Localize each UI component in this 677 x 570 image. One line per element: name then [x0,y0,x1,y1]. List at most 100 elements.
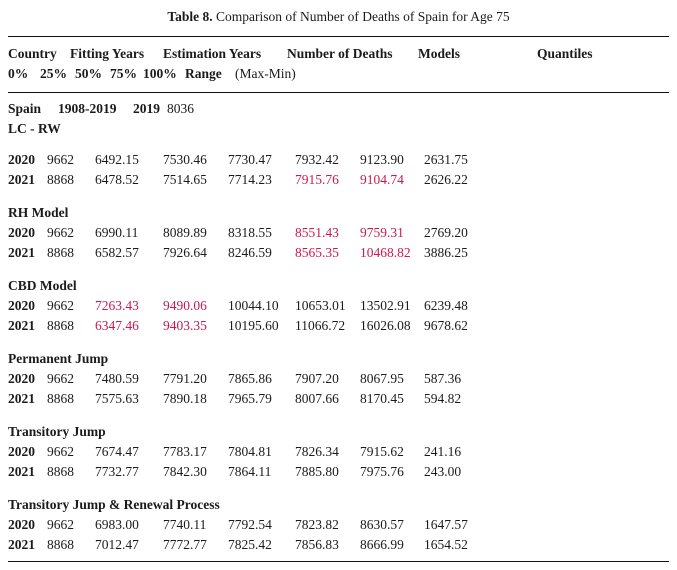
cell-quantile-75: 11066.72 [295,318,346,333]
cell-quantile-100: 8630.57 [360,517,404,532]
cell-quantile-25: 7926.64 [163,245,207,260]
cell-quantile-75: 8565.35 [295,245,339,260]
cell-country: Spain [8,101,42,116]
cell-quantile-50: 7804.81 [228,444,272,459]
cell-quantile-75: 7856.83 [295,537,339,552]
model-heading: LC - RW [8,121,61,136]
cell-quantile-75: 8007.66 [295,391,339,406]
cell-quantile-25: 7530.46 [163,152,207,167]
cell-quantile-100: 8170.45 [360,391,404,406]
cell-quantile-100: 9123.90 [360,152,404,167]
cell-quantile-25: 7842.30 [163,464,207,479]
cell-quantile-100: 9759.31 [360,225,404,240]
cell-quantile-25: 7783.17 [163,444,207,459]
cell-deaths: 9662 [47,517,74,532]
table-header: Country Fitting Years Estimation Years N… [8,37,669,92]
cell-deaths: 9662 [47,444,74,459]
header-row-2: 0% 25% 50% 75% 100% Range (Max-Min) [8,64,669,84]
cell-quantile-25: 9403.35 [163,318,207,333]
cell-quantile-100: 7915.62 [360,444,404,459]
col-header-quantile-100: 100% [143,66,177,81]
cell-quantile-25: 7740.11 [163,517,207,532]
cell-quantile-50: 7865.86 [228,371,272,386]
table-row: 2021 8868 6347.46 9403.35 10195.60 11066… [8,316,669,336]
cell-quantile-75: 7932.42 [295,152,339,167]
col-header-estimation-years: Estimation Years [163,46,262,61]
cell-year: 2020 [8,371,35,386]
cell-year: 2020 [8,444,35,459]
model-section-rh: RH Model 2020 9662 6990.11 8089.89 8318.… [8,203,669,263]
col-header-models: Models [418,46,460,61]
table-row: 2021 8868 6478.52 7514.65 7714.23 7915.7… [8,170,669,190]
cell-quantile-50: 7864.11 [228,464,272,479]
model-rows: 2020 9662 6990.11 8089.89 8318.55 8551.4… [8,223,669,263]
country-row: Spain 1908-2019 2019 8036 [8,99,669,119]
cell-quantile-100: 8067.95 [360,371,404,386]
col-header-quantile-50: 50% [75,66,102,81]
cell-deaths: 9662 [47,225,74,240]
cell-range: 1647.57 [424,517,468,532]
cell-range: 2626.22 [424,172,468,187]
cell-quantile-0: 6492.15 [95,152,139,167]
cell-quantile-0: 7480.59 [95,371,139,386]
cell-quantile-25: 7791.20 [163,371,207,386]
cell-range: 3886.25 [424,245,468,260]
table-row: 2021 8868 7575.63 7890.18 7965.79 8007.6… [8,389,669,409]
cell-year: 2021 [8,537,35,552]
table-title-label: Table 8. [167,9,213,24]
cell-quantile-75: 7885.80 [295,464,339,479]
table-row: 2020 9662 6983.00 7740.11 7792.54 7823.8… [8,515,669,535]
cell-quantile-100: 9104.74 [360,172,404,187]
cell-quantile-75: 7915.76 [295,172,339,187]
cell-quantile-50: 8318.55 [228,225,272,240]
cell-deaths: 9662 [47,298,74,313]
model-heading: Permanent Jump [8,351,109,366]
cell-quantile-75: 8551.43 [295,225,339,240]
cell-year: 2020 [8,225,35,240]
cell-quantile-100: 8666.99 [360,537,404,552]
table-row: 2021 8868 6582.57 7926.64 8246.59 8565.3… [8,243,669,263]
model-rows: 2020 9662 6983.00 7740.11 7792.54 7823.8… [8,515,669,555]
cell-quantile-75: 7823.82 [295,517,339,532]
cell-year: 2021 [8,172,35,187]
cell-range: 594.82 [424,391,462,406]
cell-quantile-0: 7732.77 [95,464,139,479]
cell-range: 2631.75 [424,152,468,167]
cell-range: 2769.20 [424,225,468,240]
cell-quantile-100: 10468.82 [360,245,411,260]
table-row: 2021 8868 7012.47 7772.77 7825.42 7856.8… [8,535,669,555]
model-rows: 2020 9662 7263.43 9490.06 10044.10 10653… [8,296,669,336]
cell-range: 1654.52 [424,537,468,552]
cell-quantile-75: 7826.34 [295,444,339,459]
cell-deaths: 8868 [47,391,74,406]
model-rows: 2020 9662 7480.59 7791.20 7865.86 7907.2… [8,369,669,409]
cell-deaths: 9662 [47,152,74,167]
model-rows: 2020 9662 7674.47 7783.17 7804.81 7826.3… [8,442,669,482]
cell-range: 243.00 [424,464,462,479]
cell-year: 2020 [8,517,35,532]
cell-range: 587.36 [424,371,462,386]
cell-quantile-0: 6990.11 [95,225,139,240]
model-heading: Transitory Jump & Renewal Process [8,497,220,512]
header-rule [8,92,669,93]
cell-quantile-0: 7263.43 [95,298,139,313]
col-header-quantile-75: 75% [110,66,137,81]
cell-year: 2021 [8,318,35,333]
cell-quantile-50: 7825.42 [228,537,272,552]
bottom-rule [8,561,669,562]
cell-range: 9678.62 [424,318,468,333]
cell-deaths: 8868 [47,464,74,479]
cell-quantile-0: 7674.47 [95,444,139,459]
cell-quantile-50: 7714.23 [228,172,272,187]
cell-year: 2020 [8,152,35,167]
cell-deaths: 8868 [47,245,74,260]
model-rows: 2020 9662 6492.15 7530.46 7730.47 7932.4… [8,150,669,190]
table-title: Table 8. Comparison of Number of Deaths … [8,7,669,27]
cell-year: 2021 [8,391,35,406]
col-header-range: Range [185,66,222,81]
col-header-country: Country [8,46,57,61]
cell-quantile-50: 7792.54 [228,517,272,532]
model-section-lc-rw: LC - RW 2020 9662 6492.15 7530.46 7730.4… [8,119,669,190]
cell-quantile-0: 6347.46 [95,318,139,333]
